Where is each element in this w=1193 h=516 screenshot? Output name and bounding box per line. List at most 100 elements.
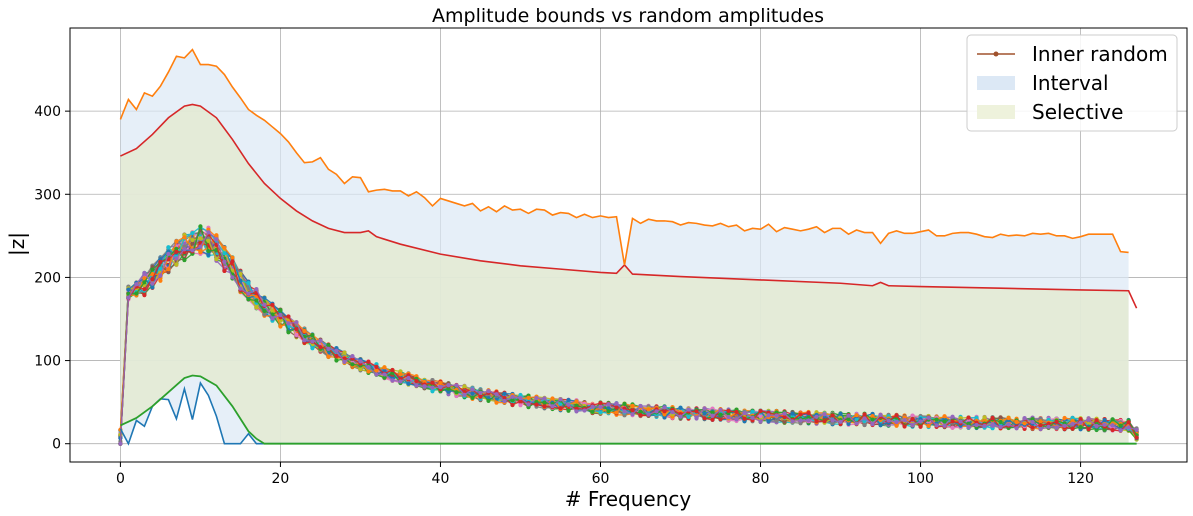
random-series-point [734, 409, 739, 415]
random-series-point [878, 412, 883, 417]
random-series-point [862, 412, 867, 417]
random-series-point [470, 387, 475, 392]
random-series-point [774, 413, 779, 418]
random-series-point [462, 384, 467, 389]
random-series-point [374, 372, 379, 377]
random-series-point [222, 259, 227, 264]
random-series-point [830, 413, 835, 418]
random-series-point [142, 287, 147, 292]
random-series-point [1054, 425, 1059, 430]
random-series-point [494, 400, 499, 405]
random-series-point [182, 235, 187, 240]
random-series-point [230, 255, 235, 260]
random-series-point [278, 312, 283, 318]
random-series-point [814, 414, 819, 419]
random-series-point [278, 324, 283, 329]
random-series-point [614, 410, 619, 415]
random-series-point [750, 409, 755, 414]
random-series-point [214, 257, 219, 262]
random-series-point [142, 280, 147, 285]
random-series-point [158, 266, 163, 271]
random-series-point [350, 362, 355, 367]
random-series-point [1014, 419, 1019, 425]
random-series-point [926, 415, 931, 420]
random-series-point [342, 350, 347, 355]
random-series-point [630, 412, 635, 417]
random-series-point [702, 416, 707, 421]
random-series-point [150, 277, 155, 282]
random-series-point [382, 375, 387, 380]
random-series-point [230, 275, 235, 280]
random-series-point [222, 251, 227, 256]
x-axis-label: # Frequency [565, 487, 692, 511]
random-series-point [150, 271, 155, 277]
random-series-point [838, 415, 843, 420]
random-series-point [894, 413, 899, 418]
random-series-point [974, 415, 979, 420]
random-series-point [1110, 417, 1115, 422]
random-series-point [582, 408, 587, 413]
random-series-point [470, 395, 475, 401]
random-series-point [870, 417, 875, 422]
random-series-point [918, 424, 923, 429]
random-series-point [934, 423, 939, 428]
random-series-point [862, 416, 867, 421]
random-series-point [150, 285, 155, 290]
random-series-point [246, 280, 251, 286]
random-series-point [1134, 427, 1139, 433]
x-tick-label: 20 [272, 471, 290, 487]
random-series-point [1022, 416, 1027, 421]
chart-title: Amplitude bounds vs random amplitudes [432, 5, 824, 27]
random-series-point [686, 414, 691, 419]
random-series-point [174, 262, 179, 267]
random-series-point [630, 408, 635, 413]
random-series-point [910, 422, 915, 428]
random-series-point [174, 246, 179, 251]
random-series-point [630, 403, 635, 408]
random-series-point [830, 418, 835, 423]
random-series-point [558, 406, 563, 411]
random-series-point [286, 321, 291, 326]
random-series-point [254, 287, 259, 292]
random-series-point [166, 251, 171, 257]
random-series-point [950, 414, 955, 419]
random-series-point [174, 249, 179, 254]
random-series-point [942, 419, 947, 424]
random-series-point [494, 392, 499, 397]
random-series-point [198, 224, 203, 229]
random-series-point [1102, 427, 1107, 432]
random-series-point [174, 256, 179, 261]
random-series-point [934, 417, 939, 422]
random-series-point [886, 418, 891, 423]
plot-frame [69, 27, 1188, 463]
random-series-point [598, 404, 603, 410]
random-series-point [662, 405, 667, 410]
random-series-point [430, 385, 435, 390]
random-series-point [270, 302, 275, 307]
random-series-point [958, 419, 963, 424]
random-series-point [726, 414, 731, 420]
random-series-point [526, 395, 531, 401]
random-series-point [646, 407, 651, 412]
random-series [118, 230, 1139, 446]
random-series-point [942, 414, 947, 419]
random-series-point [206, 248, 211, 254]
random-series-point [558, 397, 563, 402]
random-series-point [806, 410, 811, 415]
random-series-point [998, 419, 1003, 425]
random-series-point [470, 391, 475, 396]
random-series-point [838, 411, 843, 416]
random-series-point [334, 358, 339, 363]
random-series-point [254, 298, 259, 303]
random-series-point [798, 418, 803, 423]
random-series-point [286, 314, 291, 319]
random-series-point [510, 394, 515, 399]
legend-fill-swatch [977, 76, 1015, 90]
x-tick-label: 40 [432, 471, 450, 487]
random-series-point [598, 400, 603, 406]
random-series-point [310, 333, 315, 338]
random-series-point [502, 391, 507, 396]
random-series-point [798, 421, 803, 426]
random-series-point [710, 410, 715, 415]
legend-frame [966, 34, 1178, 132]
